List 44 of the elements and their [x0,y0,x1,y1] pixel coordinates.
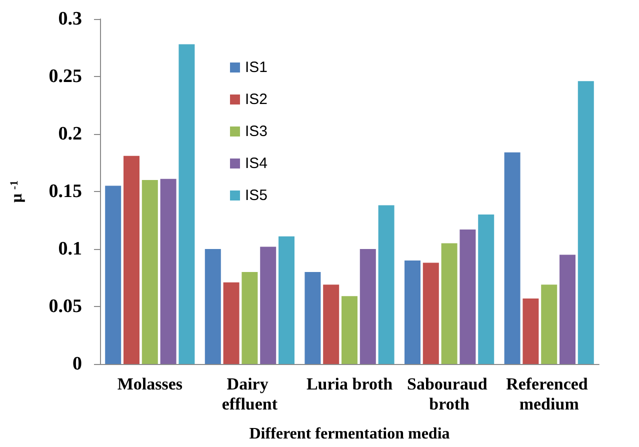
bar [278,236,294,364]
x-tick-label: Dairy effluent [222,374,278,414]
bar [342,296,358,364]
legend-label: IS1 [245,59,268,76]
bar [242,272,258,364]
legend-label: IS4 [245,155,268,172]
bar [223,282,240,364]
y-axis-title: μ -1 [8,180,26,203]
bar [460,229,476,364]
bar [204,249,221,364]
bar [522,298,539,364]
bar [422,262,439,364]
bar [105,186,122,364]
bar [441,243,458,364]
y-tick-label: 0.1 [58,238,82,260]
x-tick-label: Molasses [117,374,183,394]
bar [378,205,394,364]
bar [578,81,594,364]
bar [124,156,140,364]
x-tick-label: Luria broth [306,374,394,394]
y-tick-label: 0.15 [48,181,82,202]
legend-label: IS5 [245,187,268,204]
y-tick-label: 0.2 [58,124,82,144]
bar [160,178,176,364]
y-tick-label: 0 [72,354,82,374]
x-tick-label: Sabouraud broth [407,374,492,414]
y-tick-label: 0.25 [48,66,82,87]
bar [323,284,340,364]
bar [178,44,195,364]
legend-label: IS2 [245,91,268,108]
bar [142,180,158,364]
bar [260,246,276,364]
x-axis-title: Different fermentation media [249,426,450,442]
x-tick-label: Referenced medium [506,374,592,414]
bar [541,284,558,364]
y-tick-label: 0.3 [58,8,82,30]
bar [504,152,520,364]
y-tick-label: 0.05 [48,296,82,317]
bar [478,214,494,364]
bar [404,260,420,364]
bar [360,249,376,364]
bar [560,254,576,364]
bar [304,272,321,364]
legend-label: IS3 [245,123,268,140]
